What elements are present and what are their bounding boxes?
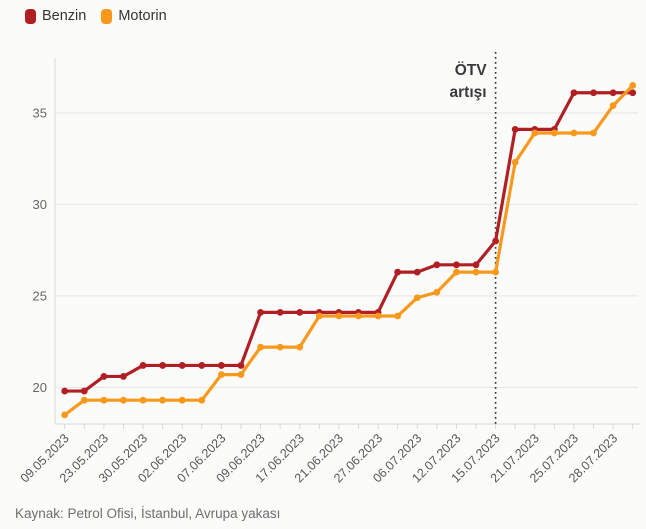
motorin-point — [335, 312, 343, 320]
benzin-point — [198, 362, 206, 369]
motorin-point — [413, 294, 421, 302]
motorin-color-swatch — [101, 9, 113, 24]
motorin-point — [492, 268, 499, 276]
motorin-point — [120, 396, 127, 404]
motorin-point — [217, 371, 225, 378]
motorin-point — [590, 129, 597, 137]
benzin-point — [394, 268, 402, 276]
benzin-point — [178, 362, 186, 369]
benzin-point — [257, 308, 264, 316]
benzin-point — [413, 268, 421, 276]
motorin-point — [472, 268, 480, 276]
motorin-point — [159, 396, 167, 404]
benzin-point — [139, 362, 147, 369]
motorin-point — [531, 129, 539, 137]
y-tick-label-25: 25 — [33, 288, 47, 303]
motorin-point — [315, 312, 323, 320]
motorin-point — [629, 82, 637, 89]
motorin-point — [276, 343, 284, 351]
motorin-point — [570, 129, 578, 137]
motorin-point — [355, 312, 362, 320]
benzin-point — [609, 89, 617, 97]
motorin-point — [198, 396, 206, 404]
motorin-point — [100, 396, 108, 404]
benzin-line — [63, 91, 635, 393]
y-tick-label-20: 20 — [33, 380, 47, 395]
motorin-point — [453, 268, 460, 276]
y-tick-label-30: 30 — [33, 197, 47, 212]
benzin-point — [453, 261, 460, 269]
benzin-point — [237, 362, 245, 369]
motorin-point — [550, 129, 558, 137]
otv-annotation-line1: ÖTV — [455, 62, 488, 79]
benzin-point — [296, 308, 304, 316]
legend-label-benzin: Benzin — [42, 8, 87, 25]
motorin-point — [296, 343, 304, 351]
y-tick-label-35: 35 — [33, 105, 47, 120]
source-note: Kaynak: Petrol Ofisi, İstanbul, Avrupa y… — [15, 506, 281, 521]
benzin-point — [61, 387, 69, 395]
benzin-point — [433, 261, 441, 269]
benzin-point — [511, 125, 519, 133]
motorin-point — [433, 288, 441, 296]
benzin-color-swatch — [25, 9, 36, 24]
motorin-point — [139, 396, 147, 404]
benzin-point — [276, 308, 284, 316]
benzin-point — [492, 237, 499, 245]
motorin-point — [394, 312, 402, 320]
benzin-point — [472, 261, 480, 269]
motorin-point — [257, 343, 264, 351]
benzin-point — [570, 89, 578, 97]
motorin-point — [178, 396, 186, 404]
legend-item-benzin: Benzin — [25, 9, 86, 24]
benzin-point — [590, 89, 597, 97]
legend-item-motorin: Motorin — [101, 8, 167, 25]
motorin-point — [61, 411, 69, 419]
otv-annotation-line2: artışı — [450, 84, 487, 101]
benzin-point — [159, 362, 167, 369]
motorin-point — [374, 312, 382, 320]
benzin-point — [100, 373, 108, 380]
chart-legend: Benzin Motorin — [25, 9, 167, 24]
motorin-point — [511, 158, 519, 166]
benzin-point — [120, 373, 127, 380]
benzin-point — [629, 89, 637, 97]
benzin-point — [80, 387, 88, 395]
legend-label-motorin: Motorin — [118, 8, 167, 25]
motorin-point — [237, 371, 245, 378]
benzin-point — [217, 362, 225, 369]
motorin-point — [80, 396, 88, 404]
motorin-point — [609, 102, 617, 109]
